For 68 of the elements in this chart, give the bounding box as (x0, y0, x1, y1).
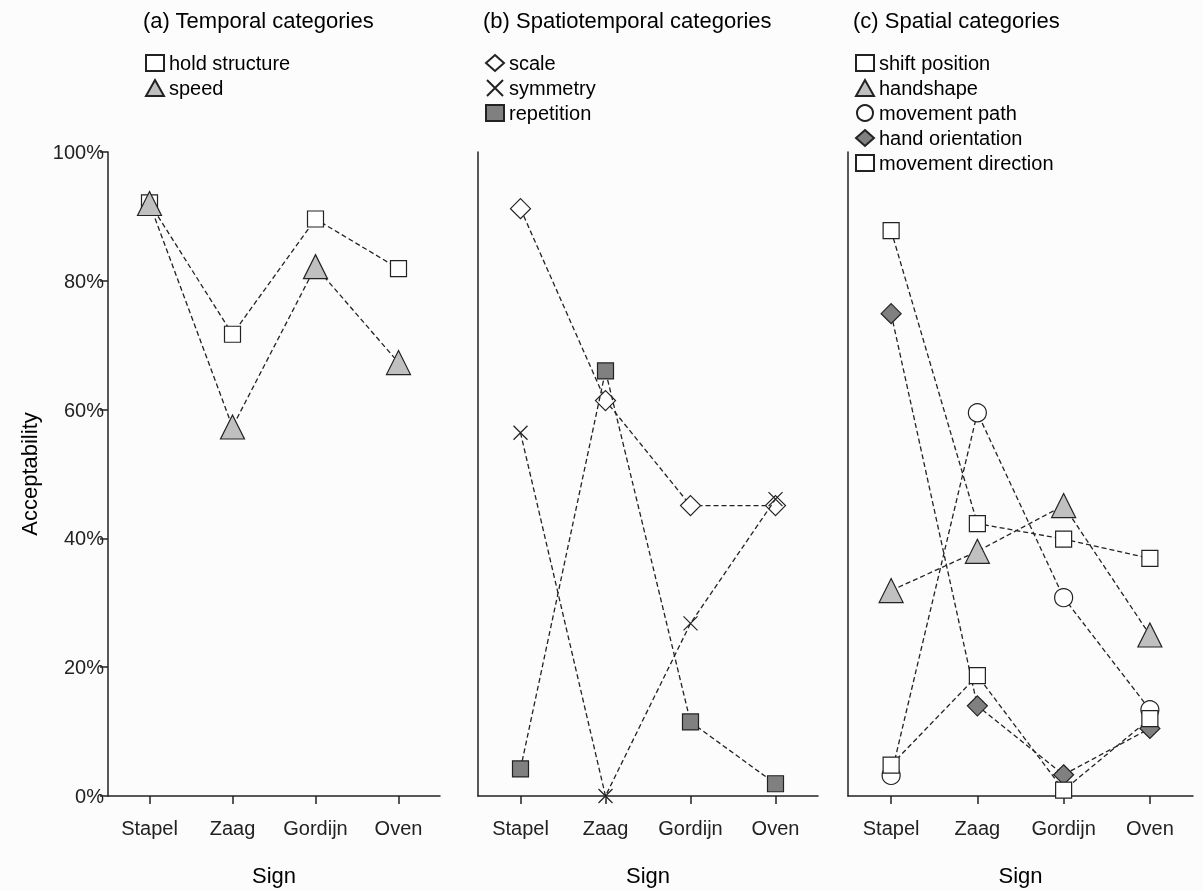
x-tick-label: Gordijn (283, 817, 348, 839)
point (679, 494, 702, 517)
x-tick-label: Gordijn (1031, 817, 1096, 839)
point (968, 666, 986, 685)
point (1137, 622, 1163, 648)
legend-label: hand orientation (879, 127, 1023, 149)
y-tick-label: 40% (63, 527, 105, 550)
legend-label: repetition (509, 102, 592, 124)
point (594, 389, 617, 412)
point (882, 756, 900, 774)
point (1141, 710, 1159, 728)
x-axis-title: Sign (998, 862, 1043, 888)
legend-label: scale (509, 52, 556, 74)
point (509, 198, 532, 220)
x-tick-label: Stapel (862, 817, 920, 839)
x-tick-label: Oven (751, 817, 800, 839)
x-tick-label: Oven (1125, 817, 1174, 839)
point (967, 403, 987, 423)
y-tick-label: 60% (63, 398, 105, 421)
x-tick-label: Zaag (582, 817, 629, 839)
point (223, 325, 242, 343)
legend-label: speed (169, 77, 224, 99)
point (302, 254, 329, 280)
point (306, 210, 325, 228)
point (882, 221, 900, 240)
point (512, 425, 529, 441)
legend-label: symmetry (509, 77, 596, 99)
x-axis-title: Sign (251, 862, 297, 888)
point (1051, 492, 1077, 519)
y-axis-title: Acceptability (16, 412, 42, 536)
x-tick-label: Zaag (954, 817, 1001, 839)
point (682, 615, 699, 632)
point (878, 577, 904, 604)
chart-title: (a) Temporal categories (143, 7, 374, 33)
legend-label: handshape (879, 77, 978, 99)
point (136, 190, 163, 217)
point (1055, 530, 1073, 548)
x-tick-label: Stapel (492, 817, 549, 839)
point (1055, 781, 1073, 799)
point (1141, 549, 1159, 567)
point (880, 303, 902, 325)
y-tick-label: 100% (52, 141, 105, 163)
point (681, 713, 700, 731)
point (966, 695, 988, 717)
point (766, 775, 785, 793)
chart-title: (b) Spatiotemporal categories (483, 7, 772, 33)
x-axis-title: Sign (625, 862, 671, 888)
x-tick-label: Zaag (209, 817, 256, 839)
point (511, 760, 530, 778)
point (596, 362, 615, 380)
point (964, 538, 990, 564)
legend-label: hold structure (169, 52, 291, 74)
point (968, 514, 986, 533)
point (389, 259, 408, 278)
point (1054, 588, 1074, 608)
y-tick-label: 80% (63, 269, 105, 292)
x-tick-label: Stapel (121, 817, 178, 839)
legend-label: movement path (879, 102, 1017, 124)
legend-label: movement direction (879, 152, 1054, 174)
x-tick-label: Gordijn (658, 817, 723, 839)
x-tick-label: Oven (374, 817, 423, 839)
point (219, 414, 246, 440)
y-tick-label: 0% (75, 785, 105, 807)
y-tick-label: 20% (63, 656, 105, 679)
chart-title: (c) Spatial categories (853, 7, 1060, 33)
point (597, 788, 614, 804)
point (385, 349, 412, 376)
legend-label: shift position (879, 52, 991, 74)
